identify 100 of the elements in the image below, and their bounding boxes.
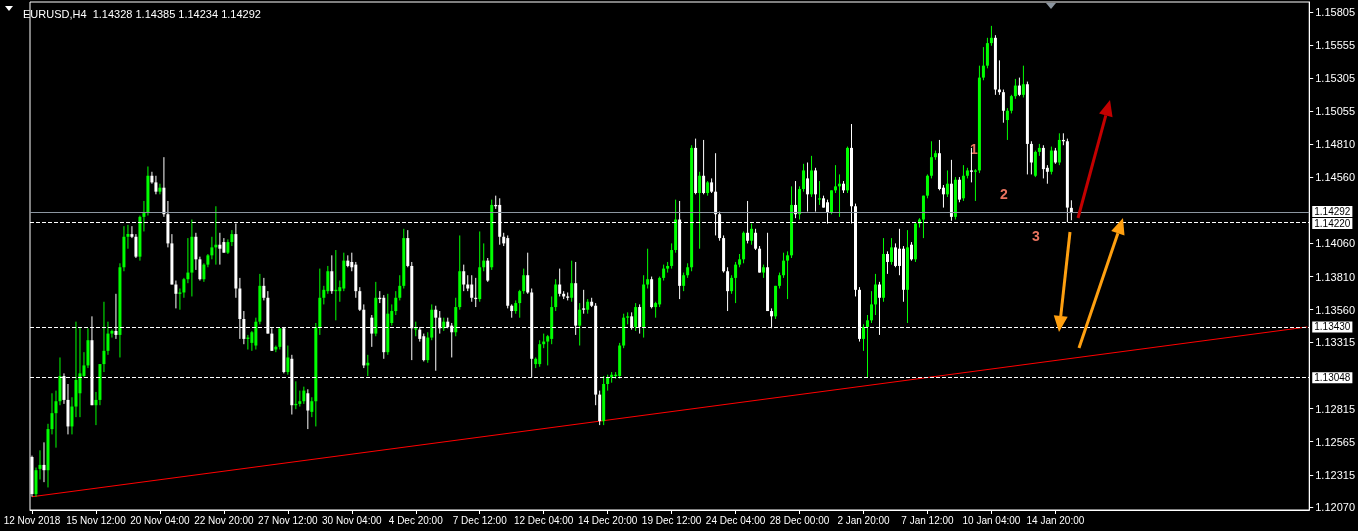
candlestick [554,278,558,312]
candlestick [154,175,158,195]
candlestick [670,242,674,270]
y-tick-label: 1.15555 [1315,39,1355,52]
candlestick [1017,77,1021,97]
candlestick [802,163,806,193]
candlestick [306,388,310,430]
candlestick [874,273,877,316]
candlestick [945,169,949,198]
y-tick-label: 1.13315 [1315,336,1355,349]
candlestick [78,326,82,418]
candlestick [102,301,106,373]
candlestick [1021,65,1025,98]
candlestick [578,302,582,347]
x-tick-label: 7 Jan 12:00 [901,514,955,526]
candlestick [158,183,162,195]
candlestick [518,289,522,319]
candlestick [814,167,818,213]
candlestick [862,323,865,352]
candlestick [538,339,542,368]
candlestick [726,266,730,312]
candlestick [522,268,526,295]
y-tick-label: 1.15805 [1315,5,1355,18]
candlestick [682,272,686,292]
candlestick [925,173,929,199]
candlestick [330,254,334,295]
y-tick-label: 1.12315 [1315,468,1355,481]
candlestick [818,180,822,206]
x-tick-label: 10 Jan 04:00 [962,514,1021,526]
x-tick-label: 19 Dec 12:00 [641,514,702,526]
candlestick [646,248,650,289]
candlestick [582,289,586,315]
candlestick [486,257,490,283]
candlestick [34,467,38,498]
candlestick [42,441,46,483]
candlestick [806,161,810,213]
candlestick [1013,78,1017,100]
x-tick-label: 22 Nov 20:00 [194,514,255,526]
candlestick [702,139,706,195]
candlestick [830,189,834,215]
y-tick-label: 1.12070 [1315,501,1355,514]
candlestick [462,264,466,292]
y-tick-label: 1.15055 [1315,105,1355,118]
candlestick [1049,146,1053,175]
ref-line-label: 1.13048 [1314,372,1351,384]
candlestick [1005,107,1009,141]
candlestick [426,331,430,364]
candlestick [558,268,562,297]
y-tick-label: 1.13560 [1315,303,1355,316]
annotation: 3 [1032,228,1040,244]
candlestick [218,232,222,266]
x-tick-label: 14 Jan 20:00 [1026,514,1085,526]
y-tick-label: 1.14810 [1315,137,1355,150]
candlestick [1001,89,1005,124]
y-tick-label: 1.14560 [1315,171,1355,184]
candlestick [758,245,762,274]
candlestick [1033,150,1037,178]
candlestick [310,396,314,418]
x-tick-label: 28 Dec 00:00 [769,514,830,526]
y-tick-label: 1.15305 [1315,72,1355,85]
candlestick [961,164,965,202]
x-tick-label: 24 Dec 04:00 [705,514,766,526]
candlestick [1029,140,1033,175]
x-tick-label: 12 Nov 2018 [3,514,61,526]
ref-line-label: 1.14220 [1314,217,1351,229]
candlestick [929,140,933,179]
candlestick [786,250,790,300]
candlestick [782,252,786,279]
candlestick [1041,144,1045,179]
candlestick [326,265,330,295]
candlestick [969,147,973,183]
candlestick [1057,132,1061,166]
candlestick [698,171,702,250]
x-tick-label: 14 Dec 20:00 [577,514,638,526]
candlestick [394,290,398,316]
candlestick [750,223,754,246]
candlestick [570,260,574,303]
x-tick-label: 4 Dec 20:00 [388,514,444,526]
candlestick [482,242,486,272]
x-tick-label: 12 Dec 04:00 [513,514,574,526]
candlestick [810,155,814,198]
candlestick [866,314,869,378]
candlestick [634,302,638,332]
ref-line-label: 1.13430 [1314,321,1351,333]
candlestick [286,345,290,376]
candlestick [985,37,989,69]
y-tick-label: 1.12565 [1315,435,1355,448]
text: EURUSD,H4 1.14328 1.14385 1.14234 1.14292 [23,7,261,20]
candlestick [730,274,734,295]
x-tick-label: 20 Nov 04:00 [130,514,191,526]
candlestick [893,242,897,268]
candlestick [989,25,993,47]
ref-line-label: 1.14292 [1314,205,1351,217]
x-tick-label: 30 Nov 04:00 [322,514,382,526]
y-tick-label: 1.14060 [1315,237,1355,250]
y-tick-label: 1.13810 [1315,270,1355,283]
candlestick [526,252,530,295]
candlestick [909,241,913,262]
candlestick [981,46,985,81]
x-tick-label: 15 Nov 12:00 [66,514,127,526]
